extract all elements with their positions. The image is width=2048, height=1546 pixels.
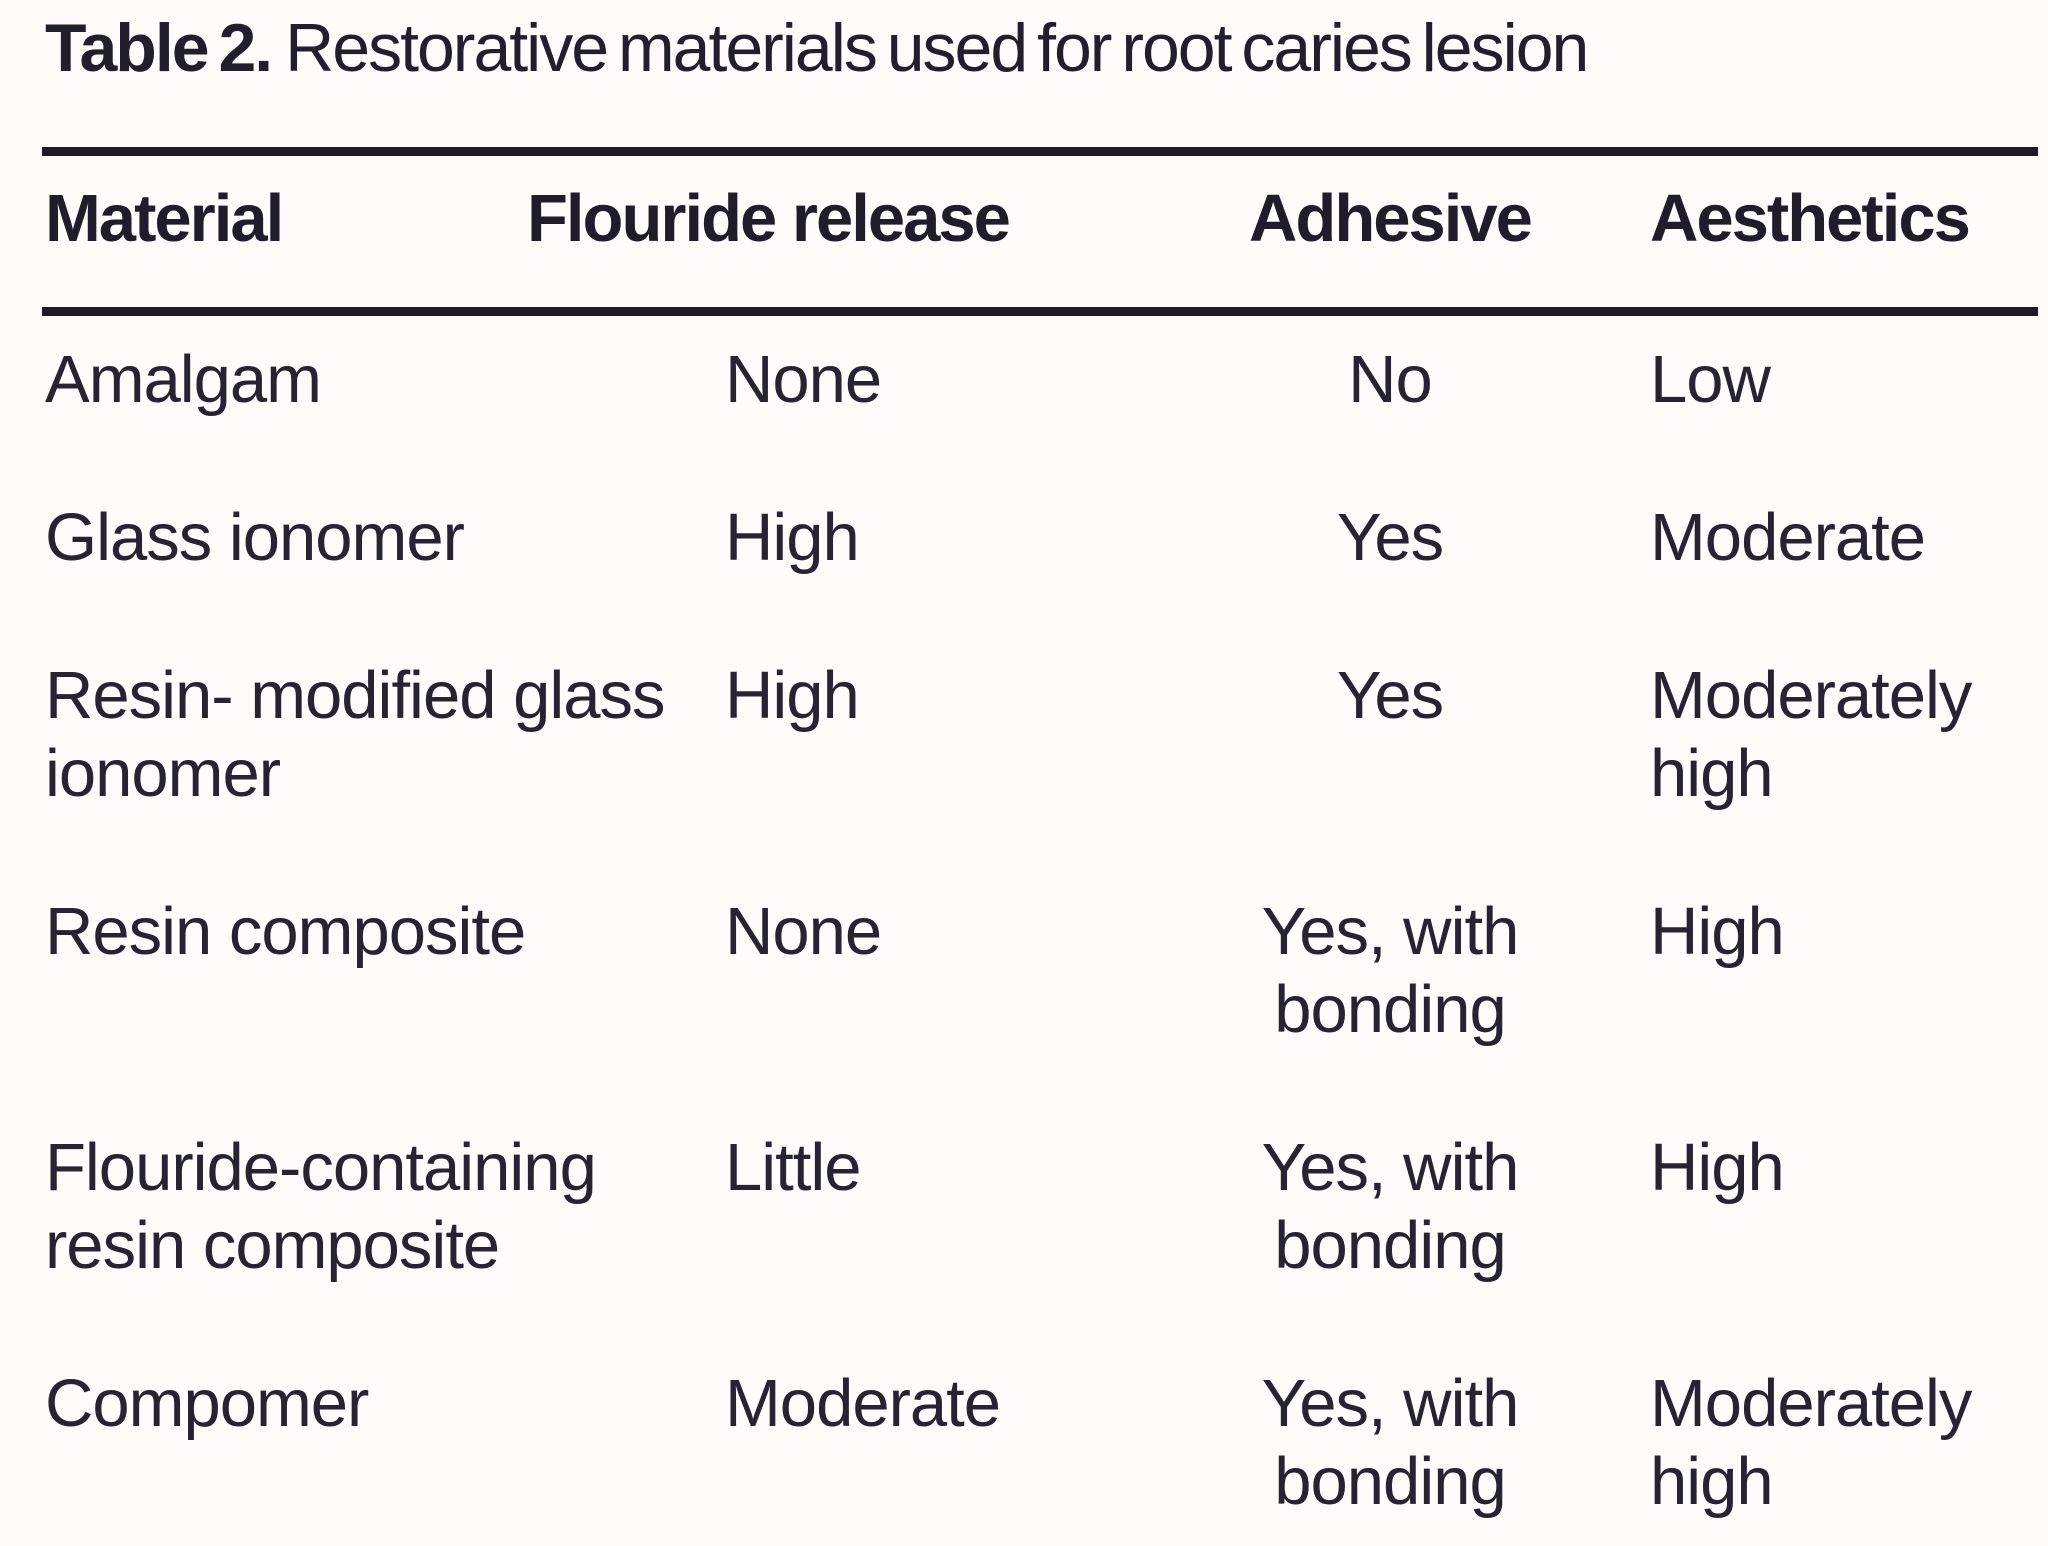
- cell-flouride-release: High: [725, 658, 860, 733]
- cell-flouride-release: Moderate: [725, 1366, 1001, 1441]
- table-row: Resin- modified glass ionomer High Yes M…: [0, 657, 2048, 813]
- table-row: Resin composite None Yes, with bonding H…: [0, 893, 2048, 1049]
- cell-material: Glass ionomer: [45, 500, 465, 575]
- cell-aesthetics: High: [1650, 1130, 1785, 1205]
- cell-material: Flouride-containing resin composite: [45, 1130, 597, 1283]
- table-row: Compomer Moderate Yes, with bonding Mode…: [0, 1365, 2048, 1521]
- column-header-adhesive: Adhesive: [1249, 181, 1533, 256]
- cell-material: Resin composite: [45, 894, 526, 969]
- cell-material: Amalgam: [45, 342, 322, 417]
- table-caption-text: Restorative materials used for root cari…: [285, 10, 1589, 86]
- cell-material: Compomer: [45, 1366, 369, 1441]
- top-rule: [42, 147, 2038, 156]
- cell-aesthetics: High: [1650, 894, 1785, 969]
- cell-adhesive: No: [1348, 342, 1433, 417]
- cell-flouride-release: High: [725, 500, 860, 575]
- cell-adhesive: Yes, with bonding: [1261, 1366, 1520, 1519]
- table-row: Amalgam None No Low: [0, 341, 2048, 419]
- cell-adhesive: Yes: [1336, 500, 1444, 575]
- cell-aesthetics: Moderately high: [1650, 1366, 1972, 1519]
- table-row: Glass ionomer High Yes Moderate: [0, 499, 2048, 577]
- table-caption-label: Table 2.: [45, 10, 273, 86]
- table-row: Flouride-containing resin composite Litt…: [0, 1129, 2048, 1285]
- cell-adhesive: Yes, with bonding: [1261, 1130, 1520, 1283]
- column-header-material: Material: [45, 181, 284, 256]
- column-header-aesthetics: Aesthetics: [1650, 181, 1971, 256]
- cell-flouride-release: None: [725, 894, 882, 969]
- table-caption: Table 2. Restorative materials used for r…: [45, 10, 2048, 86]
- cell-aesthetics: Moderately high: [1650, 658, 1972, 811]
- table-body: Amalgam None No Low Glass ionomer High Y…: [0, 341, 2048, 1521]
- header-rule: [42, 307, 2038, 316]
- cell-adhesive: Yes, with bonding: [1261, 894, 1520, 1047]
- cell-aesthetics: Low: [1650, 342, 1771, 417]
- cell-material: Resin- modified glass ionomer: [45, 658, 666, 811]
- cell-aesthetics: Moderate: [1650, 500, 1926, 575]
- paper-table-page: Table 2. Restorative materials used for r…: [0, 10, 2048, 1546]
- cell-adhesive: Yes: [1336, 658, 1444, 733]
- table-header-row: Material Flouride release Adhesive Aesth…: [0, 180, 2048, 258]
- cell-flouride-release: None: [725, 342, 882, 417]
- cell-flouride-release: Little: [725, 1130, 862, 1205]
- column-header-flouride-release: Flouride release: [527, 181, 1011, 256]
